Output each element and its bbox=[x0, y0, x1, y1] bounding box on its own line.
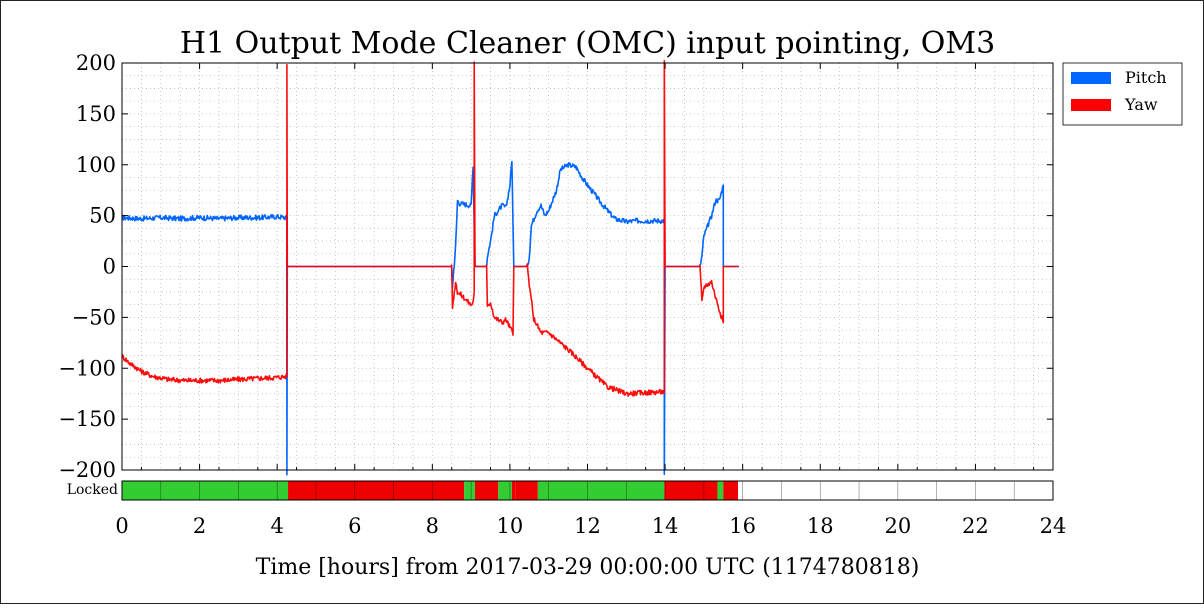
state-segment-unlocked bbox=[475, 481, 499, 500]
x-tick-label: 2 bbox=[193, 514, 206, 538]
state-segment-unlocked bbox=[515, 481, 538, 500]
series-line-yaw bbox=[121, 59, 739, 397]
y-tick-label: 200 bbox=[76, 51, 116, 75]
state-segment-unlocked bbox=[723, 481, 739, 500]
grid-lines bbox=[121, 62, 1054, 471]
x-axis-label: Time [hours] from 2017-03-29 00:00:00 UT… bbox=[256, 555, 920, 580]
series-line-pitch bbox=[121, 160, 739, 476]
x-tick-label: 18 bbox=[807, 514, 834, 538]
state-segment-unlocked bbox=[664, 481, 718, 500]
y-tick-label: 50 bbox=[89, 204, 116, 228]
x-tick-label: 14 bbox=[652, 514, 679, 538]
x-tick-label: 4 bbox=[270, 514, 283, 538]
x-tick-label: 12 bbox=[574, 514, 601, 538]
state-segment-locked bbox=[498, 481, 512, 500]
plot-frame bbox=[121, 62, 1054, 471]
y-tick-label: −200 bbox=[58, 458, 116, 482]
y-tick-label: −100 bbox=[58, 356, 116, 380]
x-tick-label: 16 bbox=[729, 514, 756, 538]
y-axis-ticks: 200 150 100 50 0 −50 −100 −150 −200 bbox=[58, 51, 1053, 482]
state-segment-unlocked bbox=[511, 481, 516, 500]
y-tick-label: 0 bbox=[103, 255, 116, 279]
legend: Pitch Yaw bbox=[1062, 62, 1183, 126]
legend-label-yaw: Yaw bbox=[1124, 95, 1158, 114]
y-tick-label: 100 bbox=[76, 153, 116, 177]
state-segment-locked bbox=[464, 481, 476, 500]
x-tick-label: 10 bbox=[497, 514, 524, 538]
series-lines bbox=[121, 59, 739, 476]
legend-swatch-yaw bbox=[1071, 99, 1111, 111]
x-axis-ticks: 0 2 4 6 8 10 12 14 16 18 20 22 24 bbox=[115, 63, 1066, 538]
state-segment-locked bbox=[537, 481, 665, 500]
y-tick-label: −150 bbox=[58, 407, 116, 431]
state-segment-locked bbox=[717, 481, 724, 500]
y-tick-label: −50 bbox=[72, 305, 116, 329]
legend-label-pitch: Pitch bbox=[1125, 68, 1167, 87]
state-bar-frame bbox=[121, 480, 1054, 501]
locked-label: Locked bbox=[67, 482, 118, 498]
x-tick-label: 20 bbox=[884, 514, 911, 538]
legend-swatch-pitch bbox=[1071, 72, 1111, 84]
x-tick-label: 0 bbox=[115, 514, 128, 538]
locked-state-bar bbox=[121, 480, 1054, 501]
x-tick-label: 8 bbox=[426, 514, 439, 538]
y-tick-label: 150 bbox=[76, 102, 116, 126]
state-segment-unlocked bbox=[288, 481, 465, 500]
x-tick-label: 22 bbox=[962, 514, 989, 538]
chart-title: H1 Output Mode Cleaner (OMC) input point… bbox=[180, 26, 995, 61]
state-segment-locked bbox=[122, 481, 289, 500]
x-tick-label: 6 bbox=[348, 514, 361, 538]
x-tick-label: 24 bbox=[1040, 514, 1067, 538]
